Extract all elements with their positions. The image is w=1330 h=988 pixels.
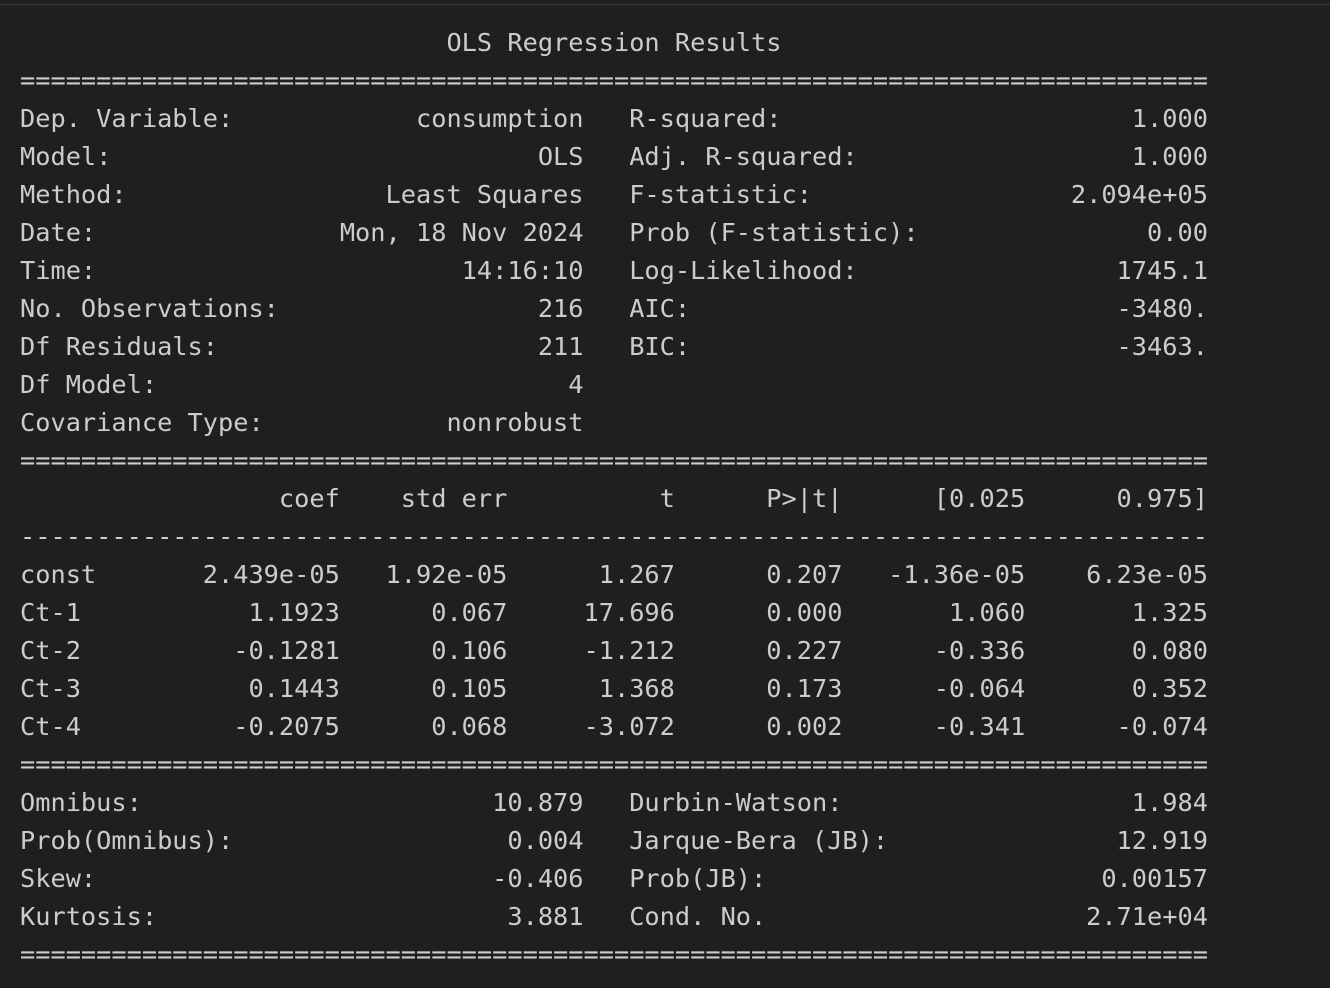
diagnostic-row-omnibus: Omnibus: 10.879 Durbin-Watson: 1.984 xyxy=(20,788,1208,817)
output-separator: ========================================… xyxy=(20,750,1208,779)
coef-row-ct-3: Ct-3 0.1443 0.105 1.368 0.173 -0.064 0.3… xyxy=(20,674,1208,703)
output-separator: ========================================… xyxy=(20,66,1208,95)
ols-regression-output: OLS Regression Results =================… xyxy=(20,24,1208,974)
summary-row-df-residuals: Df Residuals: 211 BIC: -3463. xyxy=(20,332,1208,361)
coef-table-header: coef std err t P>|t| [0.025 0.975] xyxy=(20,484,1208,513)
summary-row-dep-variable: Dep. Variable: consumption R-squared: 1.… xyxy=(20,104,1208,133)
cell-output-top-border xyxy=(0,0,1330,5)
summary-row-model: Model: OLS Adj. R-squared: 1.000 xyxy=(20,142,1208,171)
coef-row-const: const 2.439e-05 1.92e-05 1.267 0.207 -1.… xyxy=(20,560,1208,589)
summary-row-method: Method: Least Squares F-statistic: 2.094… xyxy=(20,180,1208,209)
coef-row-ct-1: Ct-1 1.1923 0.067 17.696 0.000 1.060 1.3… xyxy=(20,598,1208,627)
coef-table-divider: ----------------------------------------… xyxy=(20,522,1208,551)
coef-row-ct-2: Ct-2 -0.1281 0.106 -1.212 0.227 -0.336 0… xyxy=(20,636,1208,665)
summary-row-covariance: Covariance Type: nonrobust xyxy=(20,408,1208,437)
output-title: OLS Regression Results xyxy=(20,28,1208,57)
summary-row-observations: No. Observations: 216 AIC: -3480. xyxy=(20,294,1208,323)
diagnostic-row-kurtosis: Kurtosis: 3.881 Cond. No. 2.71e+04 xyxy=(20,902,1208,931)
summary-row-time: Time: 14:16:10 Log-Likelihood: 1745.1 xyxy=(20,256,1208,285)
summary-row-date: Date: Mon, 18 Nov 2024 Prob (F-statistic… xyxy=(20,218,1208,247)
output-separator: ========================================… xyxy=(20,446,1208,475)
diagnostic-row-prob-omnibus: Prob(Omnibus): 0.004 Jarque-Bera (JB): 1… xyxy=(20,826,1208,855)
output-separator: ========================================… xyxy=(20,940,1208,969)
diagnostic-row-skew: Skew: -0.406 Prob(JB): 0.00157 xyxy=(20,864,1208,893)
summary-row-df-model: Df Model: 4 xyxy=(20,370,1208,399)
coef-row-ct-4: Ct-4 -0.2075 0.068 -3.072 0.002 -0.341 -… xyxy=(20,712,1208,741)
